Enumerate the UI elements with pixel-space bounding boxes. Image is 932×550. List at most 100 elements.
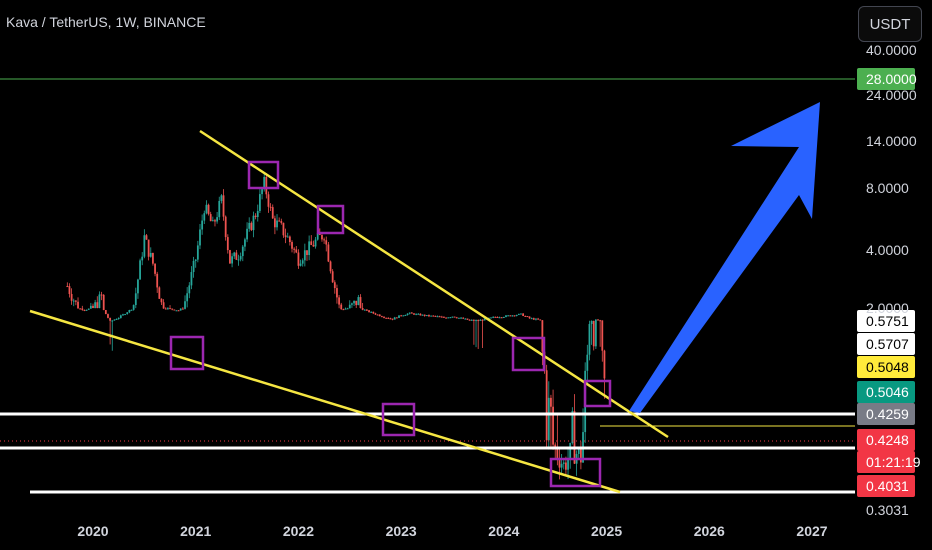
drawing-overlays: 28.0000 0.5751 0.5707 0.5048 0.5046 0.4259 0.4…	[0, 68, 921, 497]
candle-body	[83, 309, 86, 311]
candle-body	[147, 239, 150, 257]
candle-body	[237, 259, 240, 261]
candle-body	[458, 317, 460, 319]
candle-body	[72, 300, 75, 302]
y-tick-label: 0.3031	[866, 502, 909, 518]
candle-body	[244, 239, 246, 247]
candle-body	[453, 316, 456, 318]
candle-body	[235, 252, 238, 260]
candle-body	[490, 317, 492, 319]
price-label: 0.4248	[857, 429, 915, 451]
candle-body	[475, 320, 477, 322]
candle-body	[455, 317, 458, 319]
candlestick-series	[66, 172, 606, 480]
y-tick-label: 24.0000	[866, 87, 917, 103]
x-tick-label: 2022	[283, 523, 314, 539]
candle-body	[434, 315, 437, 317]
candle-body	[297, 252, 300, 266]
candle-body	[310, 241, 313, 245]
candle-body	[152, 252, 154, 264]
candle-body	[528, 316, 531, 319]
candle-body	[66, 286, 69, 288]
candle-body	[413, 313, 415, 315]
price-label-bg	[857, 475, 915, 497]
candle-body	[378, 314, 381, 317]
candle-body	[134, 293, 137, 306]
candle-body	[261, 189, 263, 195]
price-label-text: 0.4248	[866, 432, 909, 448]
candle-body	[500, 317, 503, 319]
price-label: 28.0000	[857, 68, 917, 90]
candle-body	[214, 220, 216, 222]
price-label-text: 0.5707	[866, 336, 909, 352]
candle-body	[74, 300, 77, 302]
price-label-bg	[857, 381, 915, 403]
candle-body	[194, 259, 197, 261]
candle-body	[530, 318, 533, 320]
y-tick-label: 8.0000	[866, 180, 909, 196]
candle-body	[175, 310, 178, 312]
candle-body	[280, 221, 283, 223]
candle-body	[380, 316, 383, 318]
candle-body	[494, 316, 497, 318]
candle-body	[443, 316, 445, 318]
candle-body	[70, 293, 73, 301]
candle-body	[96, 302, 99, 309]
candle-body	[331, 271, 334, 283]
candle-body	[353, 300, 355, 304]
price-label-bg	[857, 429, 915, 451]
candle-body	[451, 316, 454, 318]
candle-body	[154, 263, 156, 274]
price-label: 0.5048	[857, 356, 915, 378]
touch-point-box	[169, 335, 205, 371]
candle-body	[573, 411, 576, 464]
candle-body	[421, 314, 424, 316]
candle-body	[81, 308, 84, 310]
candle-body	[117, 317, 120, 319]
candle-body	[186, 293, 189, 302]
price-label-bg	[857, 403, 915, 425]
candle-body	[586, 354, 589, 371]
candle-body	[124, 314, 126, 316]
candle-body	[246, 228, 248, 240]
candle-body	[410, 312, 413, 314]
candle-body	[321, 235, 323, 240]
candle-body	[308, 241, 311, 255]
candle-body	[558, 458, 561, 468]
candle-body	[273, 218, 276, 228]
candle-body	[355, 300, 358, 306]
candle-body	[526, 316, 529, 318]
candle-body	[487, 317, 490, 319]
touch-point-box	[511, 336, 546, 372]
currency-button[interactable]: USDT	[858, 6, 922, 42]
candle-body	[348, 304, 351, 309]
candle-body	[126, 312, 129, 315]
candle-body	[299, 263, 302, 266]
candle-body	[141, 256, 144, 261]
candle-body	[594, 319, 597, 347]
candle-body	[316, 233, 319, 240]
candle-body	[329, 261, 332, 272]
candle-body	[166, 308, 169, 310]
touch-point-box	[316, 204, 345, 235]
candle-body	[85, 309, 88, 311]
candle-body	[466, 318, 469, 320]
candle-body	[440, 316, 443, 318]
candle-body	[314, 239, 317, 247]
candle-body	[436, 316, 439, 318]
candle-body	[419, 313, 422, 316]
candle-body	[479, 319, 482, 321]
candle-body	[569, 443, 572, 459]
price-label: 0.5046	[857, 381, 915, 403]
candle-body	[515, 314, 518, 316]
candle-body	[115, 318, 118, 320]
candle-body	[164, 308, 167, 310]
candle-body	[291, 242, 293, 249]
candle-body	[130, 309, 133, 311]
candle-body	[259, 194, 261, 211]
candle-body	[199, 229, 201, 246]
candle-body	[68, 286, 71, 294]
candle-body	[139, 260, 141, 280]
price-label-text: 0.5751	[866, 313, 909, 329]
